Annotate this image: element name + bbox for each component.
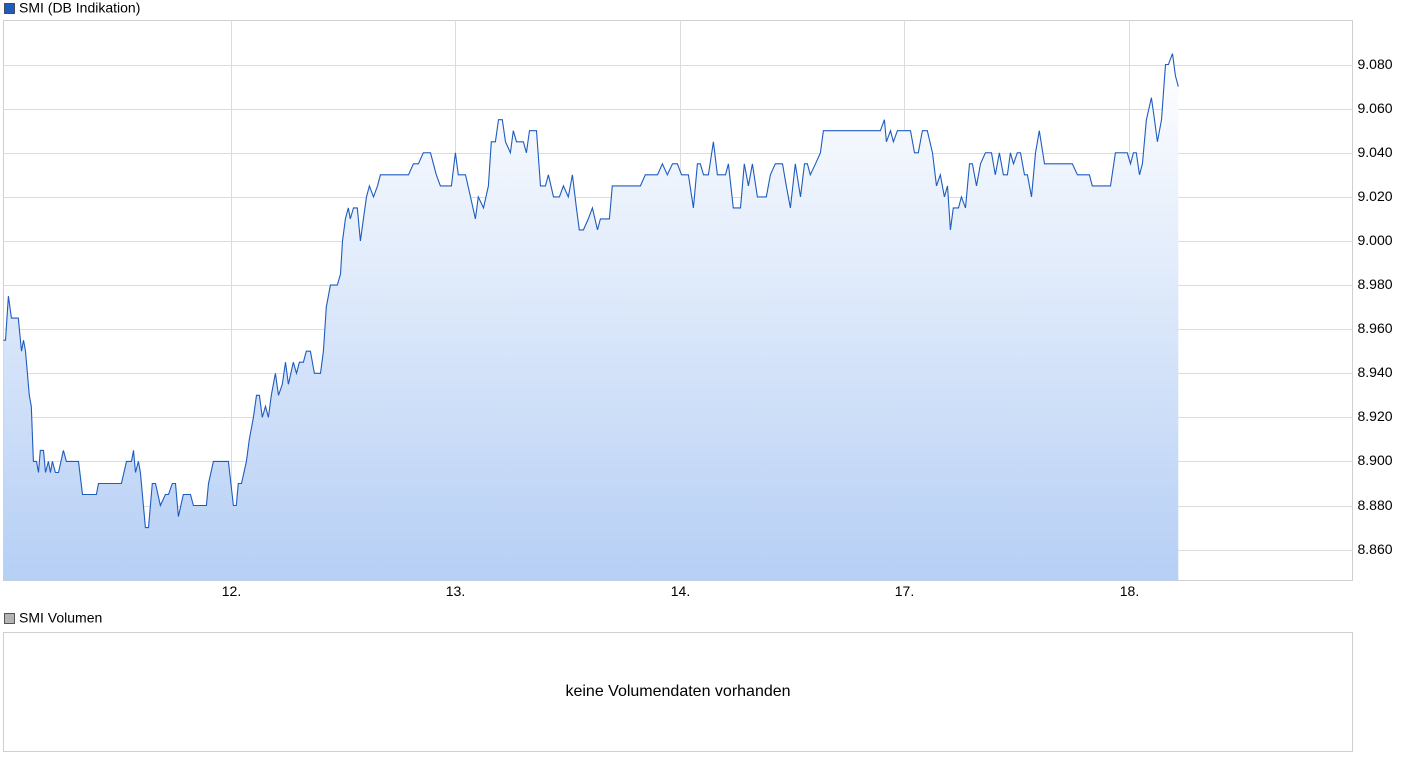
y-tick-label: 9.000 [1358, 232, 1393, 248]
x-tick-label: 14. [671, 583, 690, 599]
labels: 8.860 8.880 8.900 8.920 8.940 8.960 8.980 9.000… [4, 0, 1393, 700]
x-tick-label: 13. [446, 583, 465, 599]
y-tick-label: 8.900 [1358, 452, 1393, 468]
y-tick-label: 9.080 [1358, 56, 1393, 72]
y-tick-label: 8.880 [1358, 497, 1393, 513]
marks [3, 53, 1179, 581]
x-tick-label: 17. [895, 583, 914, 599]
empty-message: keine Volumendaten vorhanden [565, 683, 790, 700]
area [3, 53, 1179, 581]
y-tick-label: 8.860 [1358, 541, 1393, 557]
volume-frame [3, 632, 1353, 752]
line [3, 53, 1179, 529]
y-tick-label: 9.020 [1358, 188, 1393, 204]
y-tick-label: 8.960 [1358, 320, 1393, 336]
y-tick-label: 9.040 [1358, 144, 1393, 160]
legend-label: SMI Volumen [19, 610, 102, 626]
legend-label: SMI (DB Indikation) [19, 0, 140, 16]
x-tick-label: 12. [222, 583, 241, 599]
y-tick-label: 8.920 [1358, 408, 1393, 424]
y-tick-label: 8.980 [1358, 276, 1393, 292]
y-tick-label: 8.940 [1358, 364, 1393, 380]
y-tick-label: 9.060 [1358, 100, 1393, 116]
x-tick-label: 18. [1120, 583, 1139, 599]
legend-swatch [4, 613, 15, 624]
legend-swatch [4, 3, 15, 14]
